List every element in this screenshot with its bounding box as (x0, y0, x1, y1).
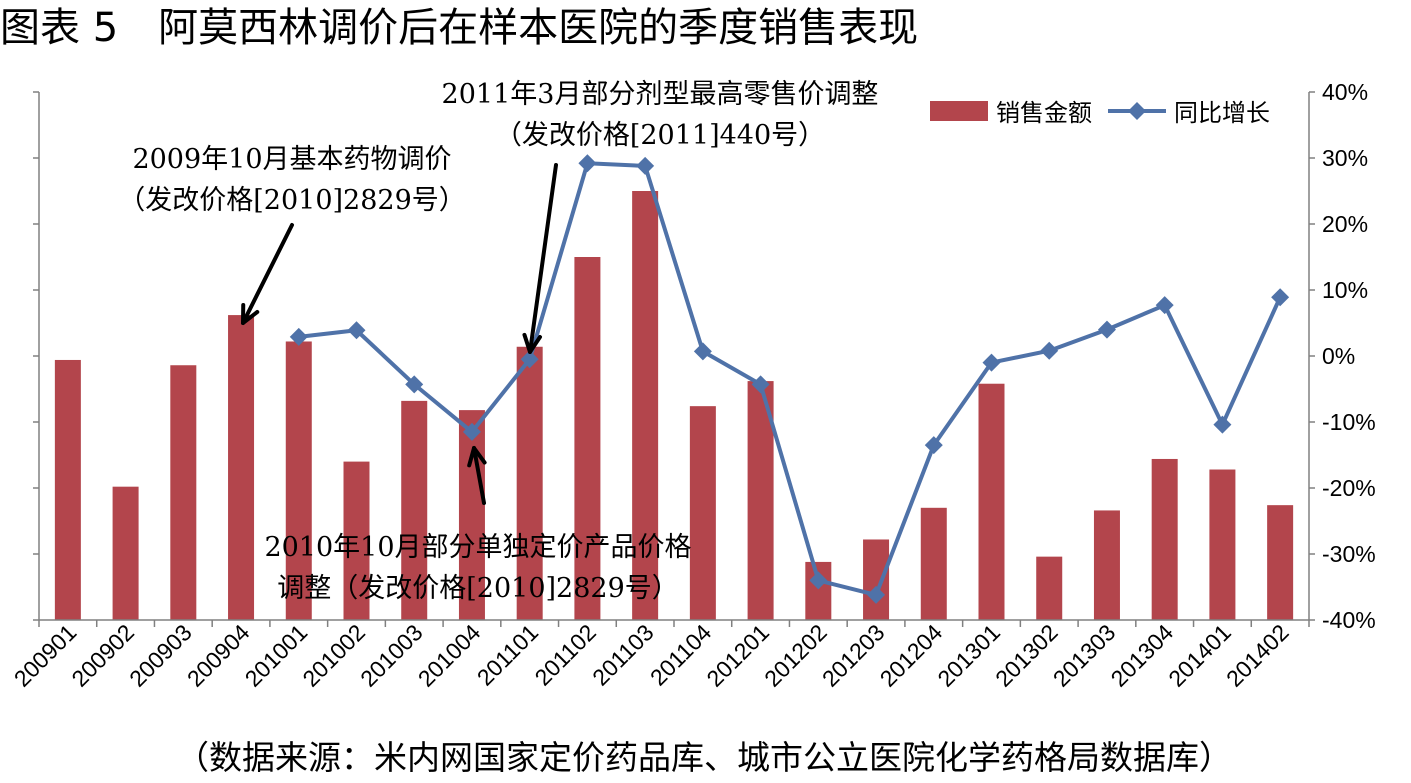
right-tick-label: 20% (1322, 211, 1368, 237)
bar-201201 (747, 381, 774, 620)
annotation-arrowhead (522, 332, 542, 354)
annotation-arrow (241, 223, 294, 325)
bar-201001 (285, 341, 312, 620)
growth-point-201204 (924, 436, 943, 455)
right-tick-label: 40% (1322, 79, 1368, 105)
x-tick-label: 201001 (240, 619, 313, 692)
growth-point-201201 (751, 375, 770, 394)
bar-201204 (920, 507, 947, 620)
bar-201304 (1151, 458, 1178, 620)
growth-point-201102 (578, 154, 597, 173)
right-tick-label: 0% (1322, 343, 1355, 369)
bar-201302 (1036, 556, 1063, 620)
x-tick-label: 201302 (990, 619, 1063, 692)
bar-201003 (401, 400, 428, 620)
x-tick-label: 200901 (9, 619, 82, 692)
growth-line (298, 161, 1282, 597)
right-tick-label: 30% (1322, 145, 1368, 171)
annotations: 2009年10月基本药物调价 （发改价格[2010]2829号） 2011年3月部分… (118, 79, 878, 604)
annotation-arrowhead (241, 303, 260, 325)
growth-point-201402 (1271, 288, 1290, 307)
growth-point-201002 (347, 321, 366, 340)
right-tick-label: -30% (1322, 541, 1376, 567)
bar-201402 (1267, 505, 1294, 620)
legend-swatch-bar (930, 101, 988, 121)
bar-201104 (689, 406, 716, 620)
bar-201301 (978, 383, 1005, 620)
x-tick-label: 201101 (472, 619, 543, 690)
growth-point-201401 (1213, 415, 1232, 434)
bar-201401 (1209, 469, 1236, 620)
bar-200904 (228, 315, 255, 620)
x-tick-label: 201002 (297, 619, 370, 692)
x-tick-label: 201301 (932, 619, 1005, 692)
bar-200901 (54, 359, 81, 620)
x-tick-label: 201003 (355, 619, 428, 692)
x-tick-label: 201102 (529, 619, 600, 690)
growth-point-201303 (1097, 320, 1116, 339)
x-tick-label: 200904 (182, 619, 255, 692)
bar-series (54, 191, 1294, 620)
growth-point-201103 (636, 156, 655, 175)
growth-point-201001 (289, 327, 308, 346)
annotation-text: 2010年10月部分单独定价产品价格 (264, 532, 691, 563)
right-tick-label: -10% (1322, 409, 1376, 435)
bar-201303 (1093, 510, 1120, 620)
annotation-arrow (528, 163, 558, 354)
x-tick-label: 200903 (124, 619, 197, 692)
bar-201103 (632, 191, 659, 620)
x-tick-label: 201204 (875, 619, 948, 692)
annotation-text: 2009年10月基本药物调价 (132, 144, 451, 175)
x-tick-label: 201201 (701, 619, 774, 692)
x-tick-label: 201202 (759, 619, 832, 692)
annotation-text: 2011年3月部分剂型最高零售价调整 (442, 79, 879, 110)
annotation-arrow (472, 446, 486, 505)
x-tick-label: 201104 (645, 619, 717, 691)
right-tick-label: -40% (1322, 607, 1376, 633)
growth-point-201003 (405, 375, 424, 394)
legend-swatch-marker (1128, 102, 1146, 120)
annotation-text: （发改价格[2011]440号） (495, 120, 825, 151)
right-tick-label: 10% (1322, 277, 1368, 303)
legend-label-bar: 销售金额 (996, 99, 1092, 127)
x-tick-label: 201401 (1163, 619, 1236, 692)
x-tick-label: 201402 (1221, 619, 1294, 692)
x-tick-label: 201103 (587, 619, 658, 690)
data-source-note: （数据来源：米内网国家定价药品库、城市公立医院化学药格局数据库） (176, 738, 1232, 777)
x-tick-label: 200902 (66, 619, 139, 692)
bar-200902 (112, 486, 139, 620)
x-tick-label: 201203 (817, 619, 890, 692)
growth-point-201203 (867, 585, 886, 604)
x-tick-label: 201004 (413, 619, 486, 692)
x-tick-label: 201304 (1106, 619, 1179, 692)
annotation-arrowhead (467, 446, 487, 468)
bar-201202 (805, 561, 832, 620)
bar-201203 (863, 539, 890, 620)
legend: 销售金额 同比增长 (930, 99, 1270, 127)
annotation-text: （发改价格[2010]2829号） (118, 185, 466, 216)
growth-point-201304 (1155, 296, 1174, 315)
bar-201101 (516, 346, 543, 620)
growth-point-201202 (809, 571, 828, 590)
legend-label-line: 同比增长 (1174, 99, 1270, 127)
right-tick-label: -20% (1322, 475, 1376, 501)
bar-201102 (574, 257, 601, 620)
growth-point-201004 (462, 422, 481, 441)
bar-201004 (458, 410, 485, 620)
growth-point-201302 (1040, 341, 1059, 360)
bar-201002 (343, 461, 370, 620)
growth-point-201301 (982, 353, 1001, 372)
line-series (289, 154, 1290, 604)
growth-point-201101 (520, 350, 539, 369)
x-tick-label: 201303 (1048, 619, 1121, 692)
annotation-text: 调整（发改价格[2010]2829号） (277, 573, 679, 604)
bar-200903 (170, 365, 197, 620)
chart-title: 图表 5 阿莫西林调价后在样本医院的季度销售表现 (0, 5, 919, 51)
growth-point-201104 (693, 342, 712, 361)
